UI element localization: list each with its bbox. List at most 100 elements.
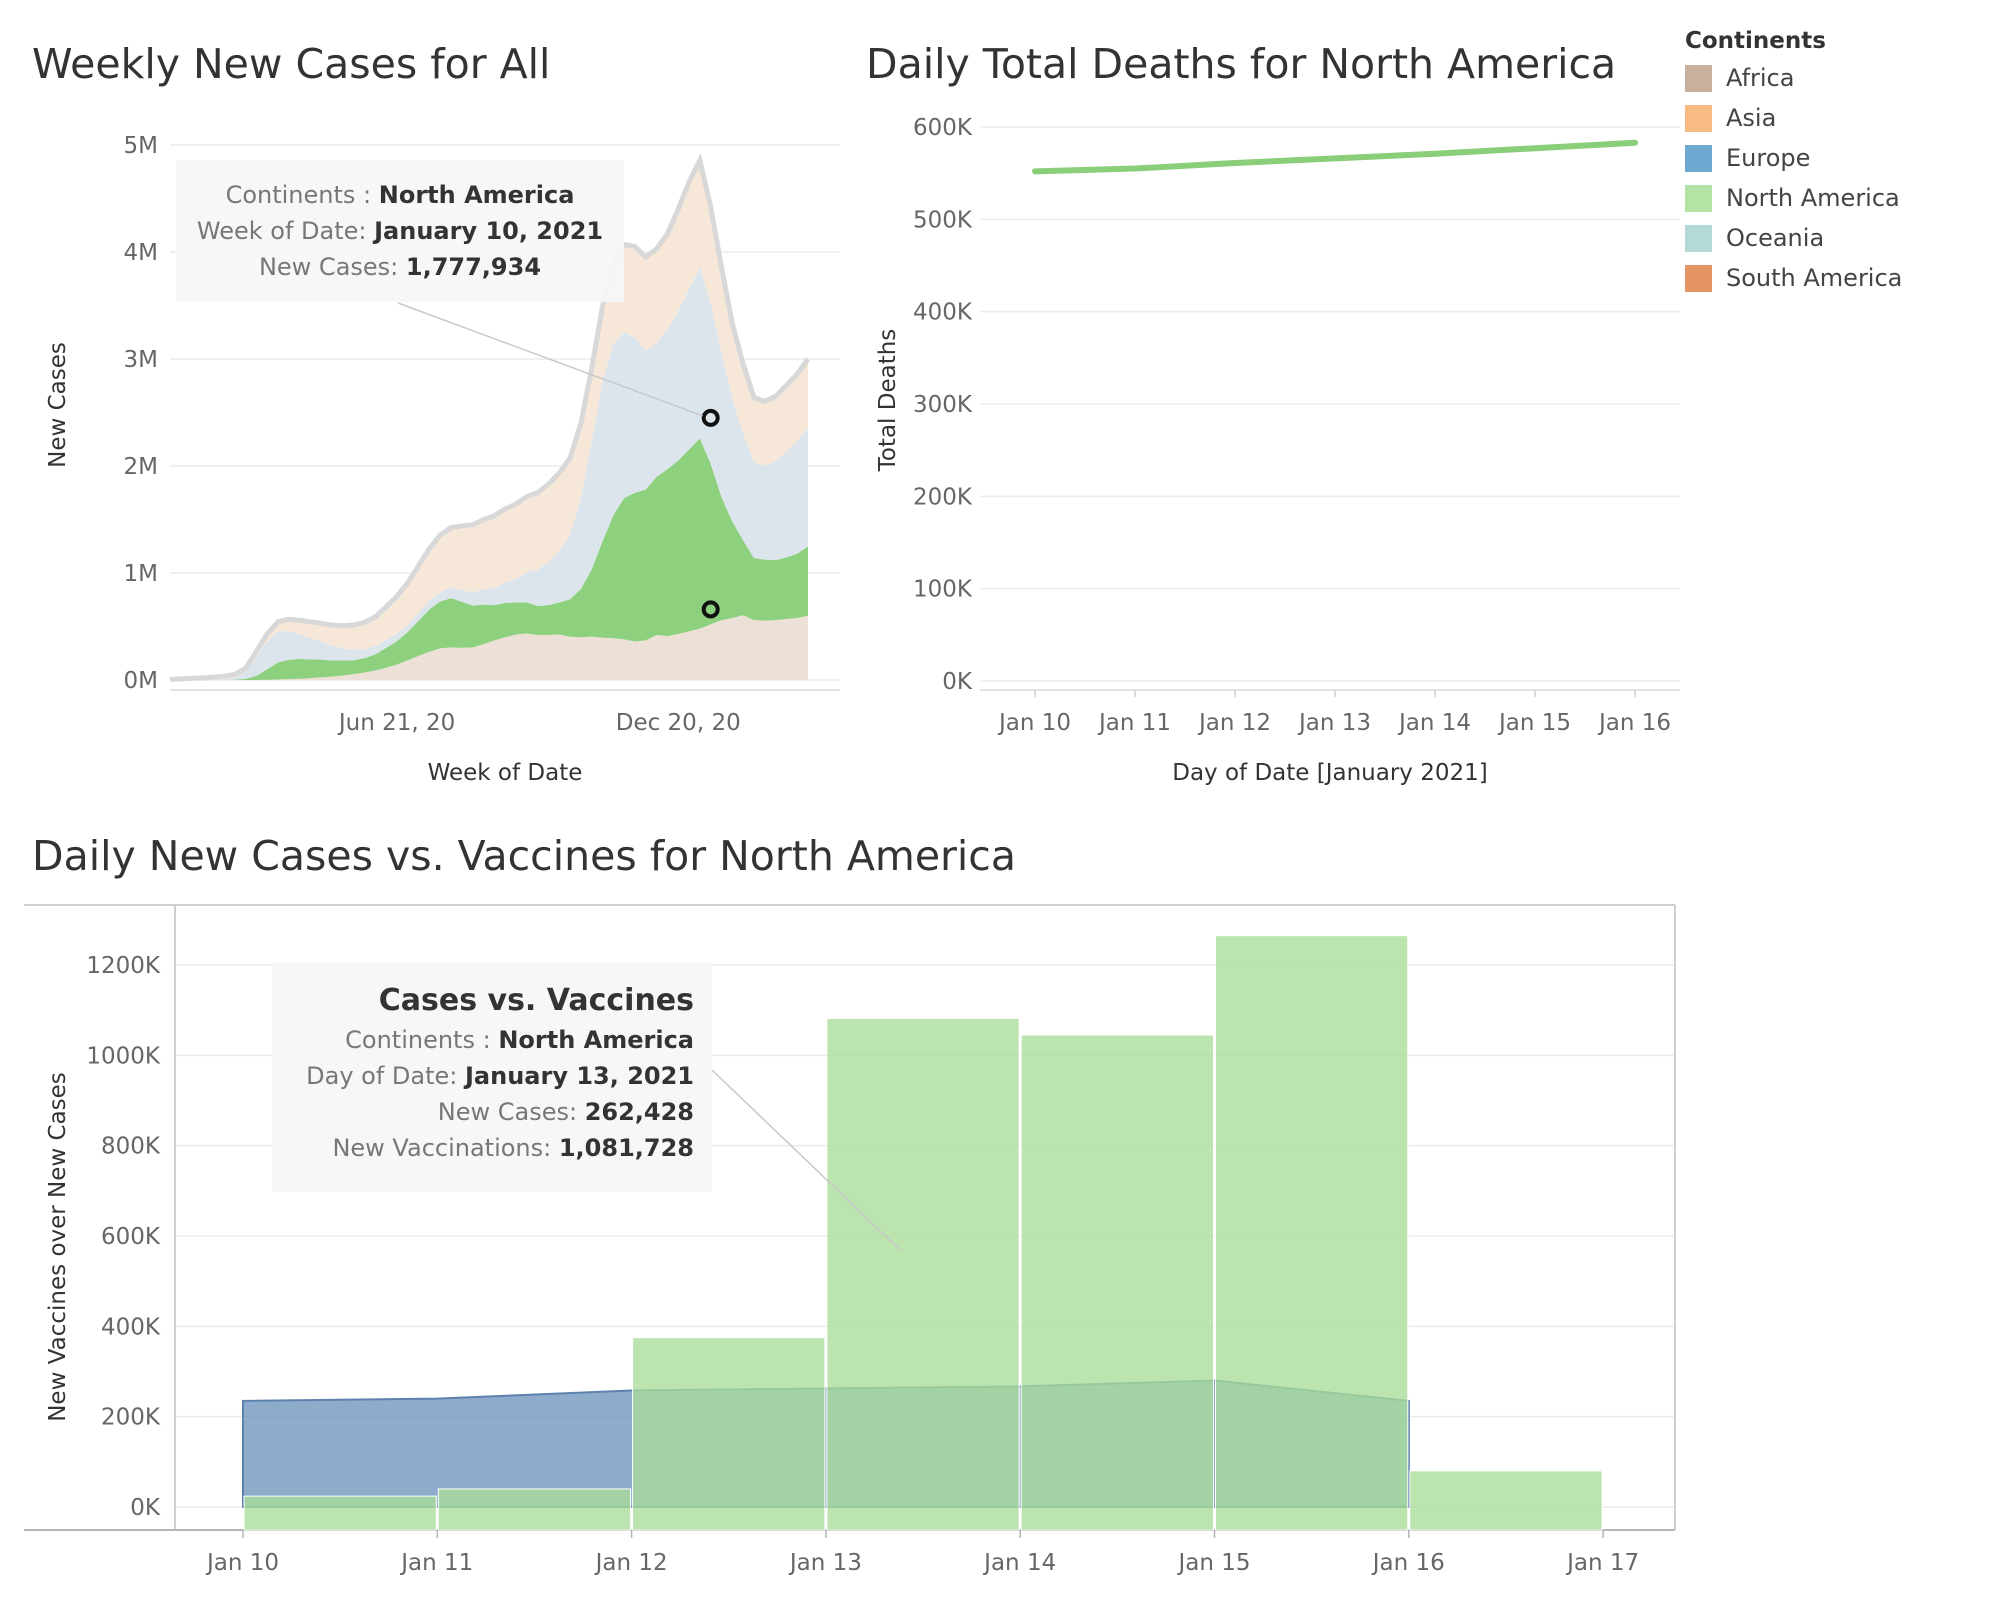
legend-item[interactable]: Asia bbox=[1685, 98, 1902, 138]
y-tick-label: 5M bbox=[124, 133, 158, 159]
vaccination-bar bbox=[243, 1495, 437, 1531]
tooltip-label: Continents : bbox=[345, 1026, 498, 1054]
deaths-line bbox=[1032, 139, 1638, 175]
x-tick-label: Dec 20, 20 bbox=[616, 710, 741, 736]
x-tick-label: Jan 16 bbox=[1597, 710, 1671, 736]
tooltip-value: January 10, 2021 bbox=[372, 217, 603, 245]
x-tick-label: Jun 21, 20 bbox=[337, 710, 455, 736]
highlight-marker bbox=[701, 600, 720, 619]
legend-swatch bbox=[1685, 184, 1712, 212]
legend-title: Continents bbox=[1685, 28, 1826, 54]
tooltip-title: Cases vs. Vaccines bbox=[379, 983, 694, 1018]
legend-swatch bbox=[1685, 224, 1712, 252]
tooltip-row: Continents : North America bbox=[226, 181, 575, 209]
x-tick-label: Jan 13 bbox=[1297, 710, 1371, 736]
total-deaths-line-chart[interactable]: 0K 100K 200K 300K 400K 500K 600K Jan 10 Jan 11 Ja… bbox=[850, 0, 1680, 800]
legend-item[interactable]: Europe bbox=[1685, 138, 1902, 178]
tooltip-label: New Cases: bbox=[259, 253, 406, 281]
tooltip-row: Continents : North America bbox=[345, 1026, 694, 1054]
x-tick-label: Jan 12 bbox=[1197, 710, 1271, 736]
legend-label: South America bbox=[1726, 264, 1903, 292]
tooltip-row: New Cases: 1,777,934 bbox=[259, 253, 541, 281]
area-series bbox=[170, 615, 808, 680]
legend-label: Asia bbox=[1726, 104, 1777, 132]
y-tick-label: 0K bbox=[130, 1495, 161, 1521]
legend-item[interactable]: North America bbox=[1685, 178, 1902, 218]
tooltip-value: 1,777,934 bbox=[406, 253, 541, 281]
legend-item[interactable]: Oceania bbox=[1685, 218, 1902, 258]
vaccination-bar bbox=[437, 1488, 632, 1531]
x-tick-label: Jan 13 bbox=[788, 1550, 862, 1576]
x-tick-label: Jan 10 bbox=[997, 710, 1071, 736]
vaccines-chart-title: Daily New Cases vs. Vaccines for North A… bbox=[32, 832, 1016, 880]
area-series bbox=[170, 267, 808, 680]
vaccination-bar bbox=[1020, 1034, 1215, 1531]
tooltip-value: January 13, 2021 bbox=[463, 1062, 694, 1090]
y-tick-label: 600K bbox=[101, 1224, 161, 1250]
x-tick-label: Jan 11 bbox=[1097, 710, 1171, 736]
area-series bbox=[170, 438, 808, 680]
y-axis-title: Total Deaths bbox=[875, 329, 901, 473]
x-tick-label: Jan 10 bbox=[205, 1550, 279, 1576]
y-tick-label: 200K bbox=[101, 1405, 161, 1431]
area-series bbox=[170, 160, 808, 681]
cases-vs-vaccines-chart[interactable]: 0K 200K 400K 600K 800K 1000K 1200K Jan 10 Jan 11… bbox=[0, 880, 1700, 1600]
y-tick-label: 1000K bbox=[86, 1043, 161, 1069]
vaccination-bar bbox=[1215, 935, 1409, 1531]
vaccination-bar bbox=[1409, 1470, 1603, 1531]
tooltip-row: New Cases: 262,428 bbox=[438, 1098, 694, 1126]
tooltip-label: Continents : bbox=[226, 181, 379, 209]
tooltip-box bbox=[176, 160, 624, 302]
legend-item[interactable]: South America bbox=[1685, 258, 1902, 298]
y-tick-label: 800K bbox=[101, 1134, 161, 1160]
x-tick-label: Jan 14 bbox=[1397, 710, 1471, 736]
y-tick-label: 0M bbox=[124, 668, 158, 694]
tooltip-label: Day of Date: bbox=[306, 1062, 465, 1090]
y-tick-label: 400K bbox=[913, 300, 973, 326]
x-tick-label: Jan 15 bbox=[1497, 710, 1571, 736]
y-tick-label: 200K bbox=[913, 484, 973, 510]
y-tick-label: 2M bbox=[124, 454, 158, 480]
legend-label: Africa bbox=[1726, 64, 1795, 92]
tooltip-label: New Vaccinations: bbox=[332, 1134, 558, 1162]
tooltip-leader-line bbox=[711, 1069, 901, 1251]
weekly-chart-title: Weekly New Cases for All bbox=[32, 40, 551, 88]
y-tick-label: 4M bbox=[124, 240, 158, 266]
y-axis-title: New Cases bbox=[45, 342, 71, 468]
tooltip-row: Week of Date: January 10, 2021 bbox=[197, 217, 603, 245]
legend-swatch bbox=[1685, 264, 1712, 292]
x-tick-label: Jan 17 bbox=[1565, 1550, 1639, 1576]
legend-swatch bbox=[1685, 144, 1712, 172]
y-tick-label: 1200K bbox=[86, 953, 161, 979]
y-tick-label: 1M bbox=[124, 561, 158, 587]
legend-label: North America bbox=[1726, 184, 1900, 212]
y-tick-label: 100K bbox=[913, 577, 973, 603]
y-tick-label: 600K bbox=[913, 115, 973, 141]
y-tick-label: 500K bbox=[913, 207, 973, 233]
vaccination-bar bbox=[826, 1017, 1020, 1531]
legend-label: Oceania bbox=[1726, 224, 1825, 252]
y-tick-label: 0K bbox=[942, 669, 973, 695]
tooltip-value: 1,081,728 bbox=[559, 1134, 694, 1162]
tooltip-row: Day of Date: January 13, 2021 bbox=[306, 1062, 694, 1090]
x-axis-title: Day of Date [January 2021] bbox=[1172, 760, 1487, 786]
highlight-marker bbox=[701, 408, 720, 427]
continents-legend: Continents Africa Asia Europe North America… bbox=[1685, 28, 1902, 298]
tooltip-row: New Vaccinations: 1,081,728 bbox=[332, 1134, 694, 1162]
x-tick-label: Jan 14 bbox=[982, 1550, 1056, 1576]
tooltip-leader-line bbox=[397, 302, 703, 417]
x-tick-label: Jan 15 bbox=[1176, 1550, 1250, 1576]
legend-swatch bbox=[1685, 104, 1712, 132]
legend-label: Europe bbox=[1726, 144, 1811, 172]
y-tick-label: 300K bbox=[913, 392, 973, 418]
y-tick-label: 3M bbox=[124, 347, 158, 373]
y-tick-label: 400K bbox=[101, 1314, 161, 1340]
legend-item[interactable]: Africa bbox=[1685, 58, 1902, 98]
legend-swatch bbox=[1685, 64, 1712, 92]
weekly-cases-area-chart[interactable]: 0M 1M 2M 3M 4M 5M Jun 21, 20 Dec 20, 20 Week of … bbox=[0, 0, 850, 800]
deaths-chart-title: Daily Total Deaths for North America bbox=[866, 40, 1617, 88]
tooltip-label: New Cases: bbox=[438, 1098, 585, 1126]
tooltip-box bbox=[272, 962, 712, 1192]
y-axis-title: New Vaccines over New Cases bbox=[45, 1072, 71, 1422]
x-tick-label: Jan 12 bbox=[594, 1550, 668, 1576]
